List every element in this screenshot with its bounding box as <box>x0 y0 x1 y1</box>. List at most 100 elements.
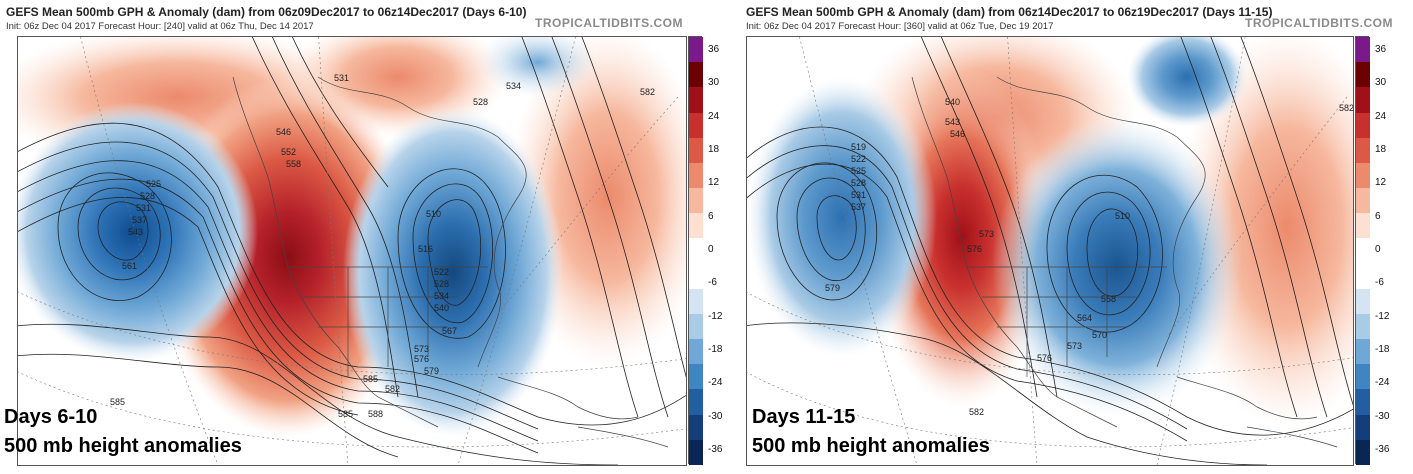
map-panel-days-11-15: GEFS Mean 500mb GPH & Anomaly (dam) from… <box>740 0 1413 474</box>
contour-labels: 531 534 528 525 528 531 537 543 561 546 … <box>110 73 655 419</box>
contour-label: 552 <box>281 147 296 157</box>
coastlines <box>911 76 1338 448</box>
colorbar-tick-label: 12 <box>708 177 720 189</box>
brand-watermark: TROPICALTIDBITS.COM <box>535 16 683 30</box>
contour-label: 528 <box>140 191 155 201</box>
lat-lon-grid <box>747 37 1353 465</box>
colorbar-tick-label: 24 <box>708 110 720 122</box>
colorbar-tick-label: -30 <box>708 410 723 422</box>
colorbar-segment <box>1356 112 1370 139</box>
panel-title: GEFS Mean 500mb GPH & Anomaly (dam) from… <box>746 5 1273 19</box>
colorbar-tick-label: 18 <box>708 144 720 155</box>
overlay-height-label: 500 mb height anomalies <box>752 435 990 457</box>
colorbar-segment <box>689 263 703 290</box>
colorbar-segment <box>689 339 703 365</box>
colorbar-segment <box>1356 137 1370 164</box>
colorbar-segment <box>1356 313 1370 340</box>
colorbar-tick-label: -30 <box>1375 410 1390 422</box>
colorbar-left <box>688 36 703 466</box>
contour-label: 528 <box>473 97 488 107</box>
colorbar-segment <box>689 238 703 265</box>
colorbar-segment <box>1356 339 1370 365</box>
contour-label: 534 <box>506 81 521 91</box>
contour-label: 579 <box>825 283 840 293</box>
contour-label: 516 <box>418 244 433 254</box>
colorbar-segment <box>689 288 703 315</box>
colorbar-ticks-left: 36 30 24 18 12 6 0 -6 -12 -18 -24 -30 -36 <box>704 36 736 464</box>
colorbar-segment <box>689 364 703 390</box>
colorbar-tick-label: 36 <box>1375 44 1387 55</box>
contour-label: 582 <box>640 87 655 97</box>
colorbar-tick-label: 30 <box>708 77 720 89</box>
contour-label: 576 <box>1037 353 1052 363</box>
colorbar-tick-label: 0 <box>708 244 714 255</box>
colorbar-segment <box>1356 37 1370 63</box>
contour-label: 540 <box>434 303 449 313</box>
colorbar-segment <box>1356 188 1370 214</box>
map-panel-days-6-10: GEFS Mean 500mb GPH & Anomaly (dam) from… <box>0 0 690 474</box>
colorbar-tick-label: -24 <box>708 377 723 389</box>
colorbar-tick-label: 18 <box>1375 144 1387 155</box>
colorbar-segment <box>1356 439 1370 466</box>
contour-label: 528 <box>851 178 866 188</box>
overlay-days-label: Days 11-15 <box>752 406 856 428</box>
colorbar-tick-label: 6 <box>1375 210 1381 222</box>
colorbar-tick-label: -6 <box>1375 277 1384 289</box>
contour-label: 510 <box>426 209 441 219</box>
colorbar-segment <box>1356 389 1370 416</box>
contour-label: 543 <box>128 227 143 237</box>
contour-label: 522 <box>851 154 866 164</box>
contour-label: 585 <box>363 374 378 384</box>
anomaly-map: 531 534 528 525 528 531 537 543 561 546 … <box>17 36 687 466</box>
colorbar-segment <box>689 313 703 340</box>
contour-label: 567 <box>442 326 457 336</box>
contour-label: 522 <box>434 267 449 277</box>
contour-labels: 519 522 525 528 531 537 540 543 546 573 … <box>825 97 1353 417</box>
lat-lon-grid <box>18 37 686 465</box>
colorbar-segment <box>1356 364 1370 390</box>
contour-label: 531 <box>136 203 151 213</box>
colorbar-segment <box>1356 238 1370 265</box>
contour-label: 576 <box>414 354 429 364</box>
contour-label: 531 <box>851 190 866 200</box>
colorbar-tick-label: 24 <box>1375 110 1387 122</box>
overlay-days-label: Days 6-10 <box>4 406 98 428</box>
contour-label: 525 <box>851 166 866 176</box>
colorbar-right <box>1355 36 1370 466</box>
overlay-height-label: 500 mb height anomalies <box>4 435 242 457</box>
contour-label: 585 <box>110 397 125 407</box>
colorbar-tick-label: -36 <box>708 444 723 455</box>
colorbar-segment <box>689 37 703 63</box>
colorbar-tick-label: -12 <box>708 310 723 322</box>
colorbar-tick-label: -18 <box>708 344 723 355</box>
contour-label: 531 <box>334 73 349 83</box>
contour-label: 585 <box>338 409 353 419</box>
colorbar-segment <box>1356 414 1370 441</box>
colorbar-tick-label: -6 <box>708 277 717 289</box>
colorbar-tick-label: 30 <box>1375 77 1387 89</box>
coastlines <box>232 76 669 448</box>
colorbar-segment <box>689 414 703 441</box>
contour-label: 546 <box>950 129 965 139</box>
contour-label: 558 <box>286 159 301 169</box>
colorbar-tick-label: 12 <box>1375 177 1387 189</box>
contour-label: 582 <box>1339 103 1353 113</box>
contour-label: 582 <box>385 384 400 394</box>
colorbar-tick-label: 0 <box>1375 244 1381 255</box>
contour-label: 519 <box>851 142 866 152</box>
contour-label: 573 <box>979 229 994 239</box>
colorbar-segment <box>689 137 703 164</box>
colorbar-tick-label: -36 <box>1375 444 1390 455</box>
contour-label: 528 <box>434 279 449 289</box>
contour-label: 534 <box>434 291 449 301</box>
colorbar-segment <box>1356 62 1370 88</box>
contour-label: 543 <box>945 117 960 127</box>
colorbar-tick-label: 6 <box>708 210 714 222</box>
colorbar-segment <box>1356 213 1370 239</box>
colorbar-segment <box>689 87 703 114</box>
colorbar-segment <box>689 389 703 416</box>
contour-label: 540 <box>945 97 960 107</box>
colorbar-tick-label: -12 <box>1375 310 1390 322</box>
contour-label: 588 <box>368 409 383 419</box>
contour-label: 525 <box>146 179 161 189</box>
